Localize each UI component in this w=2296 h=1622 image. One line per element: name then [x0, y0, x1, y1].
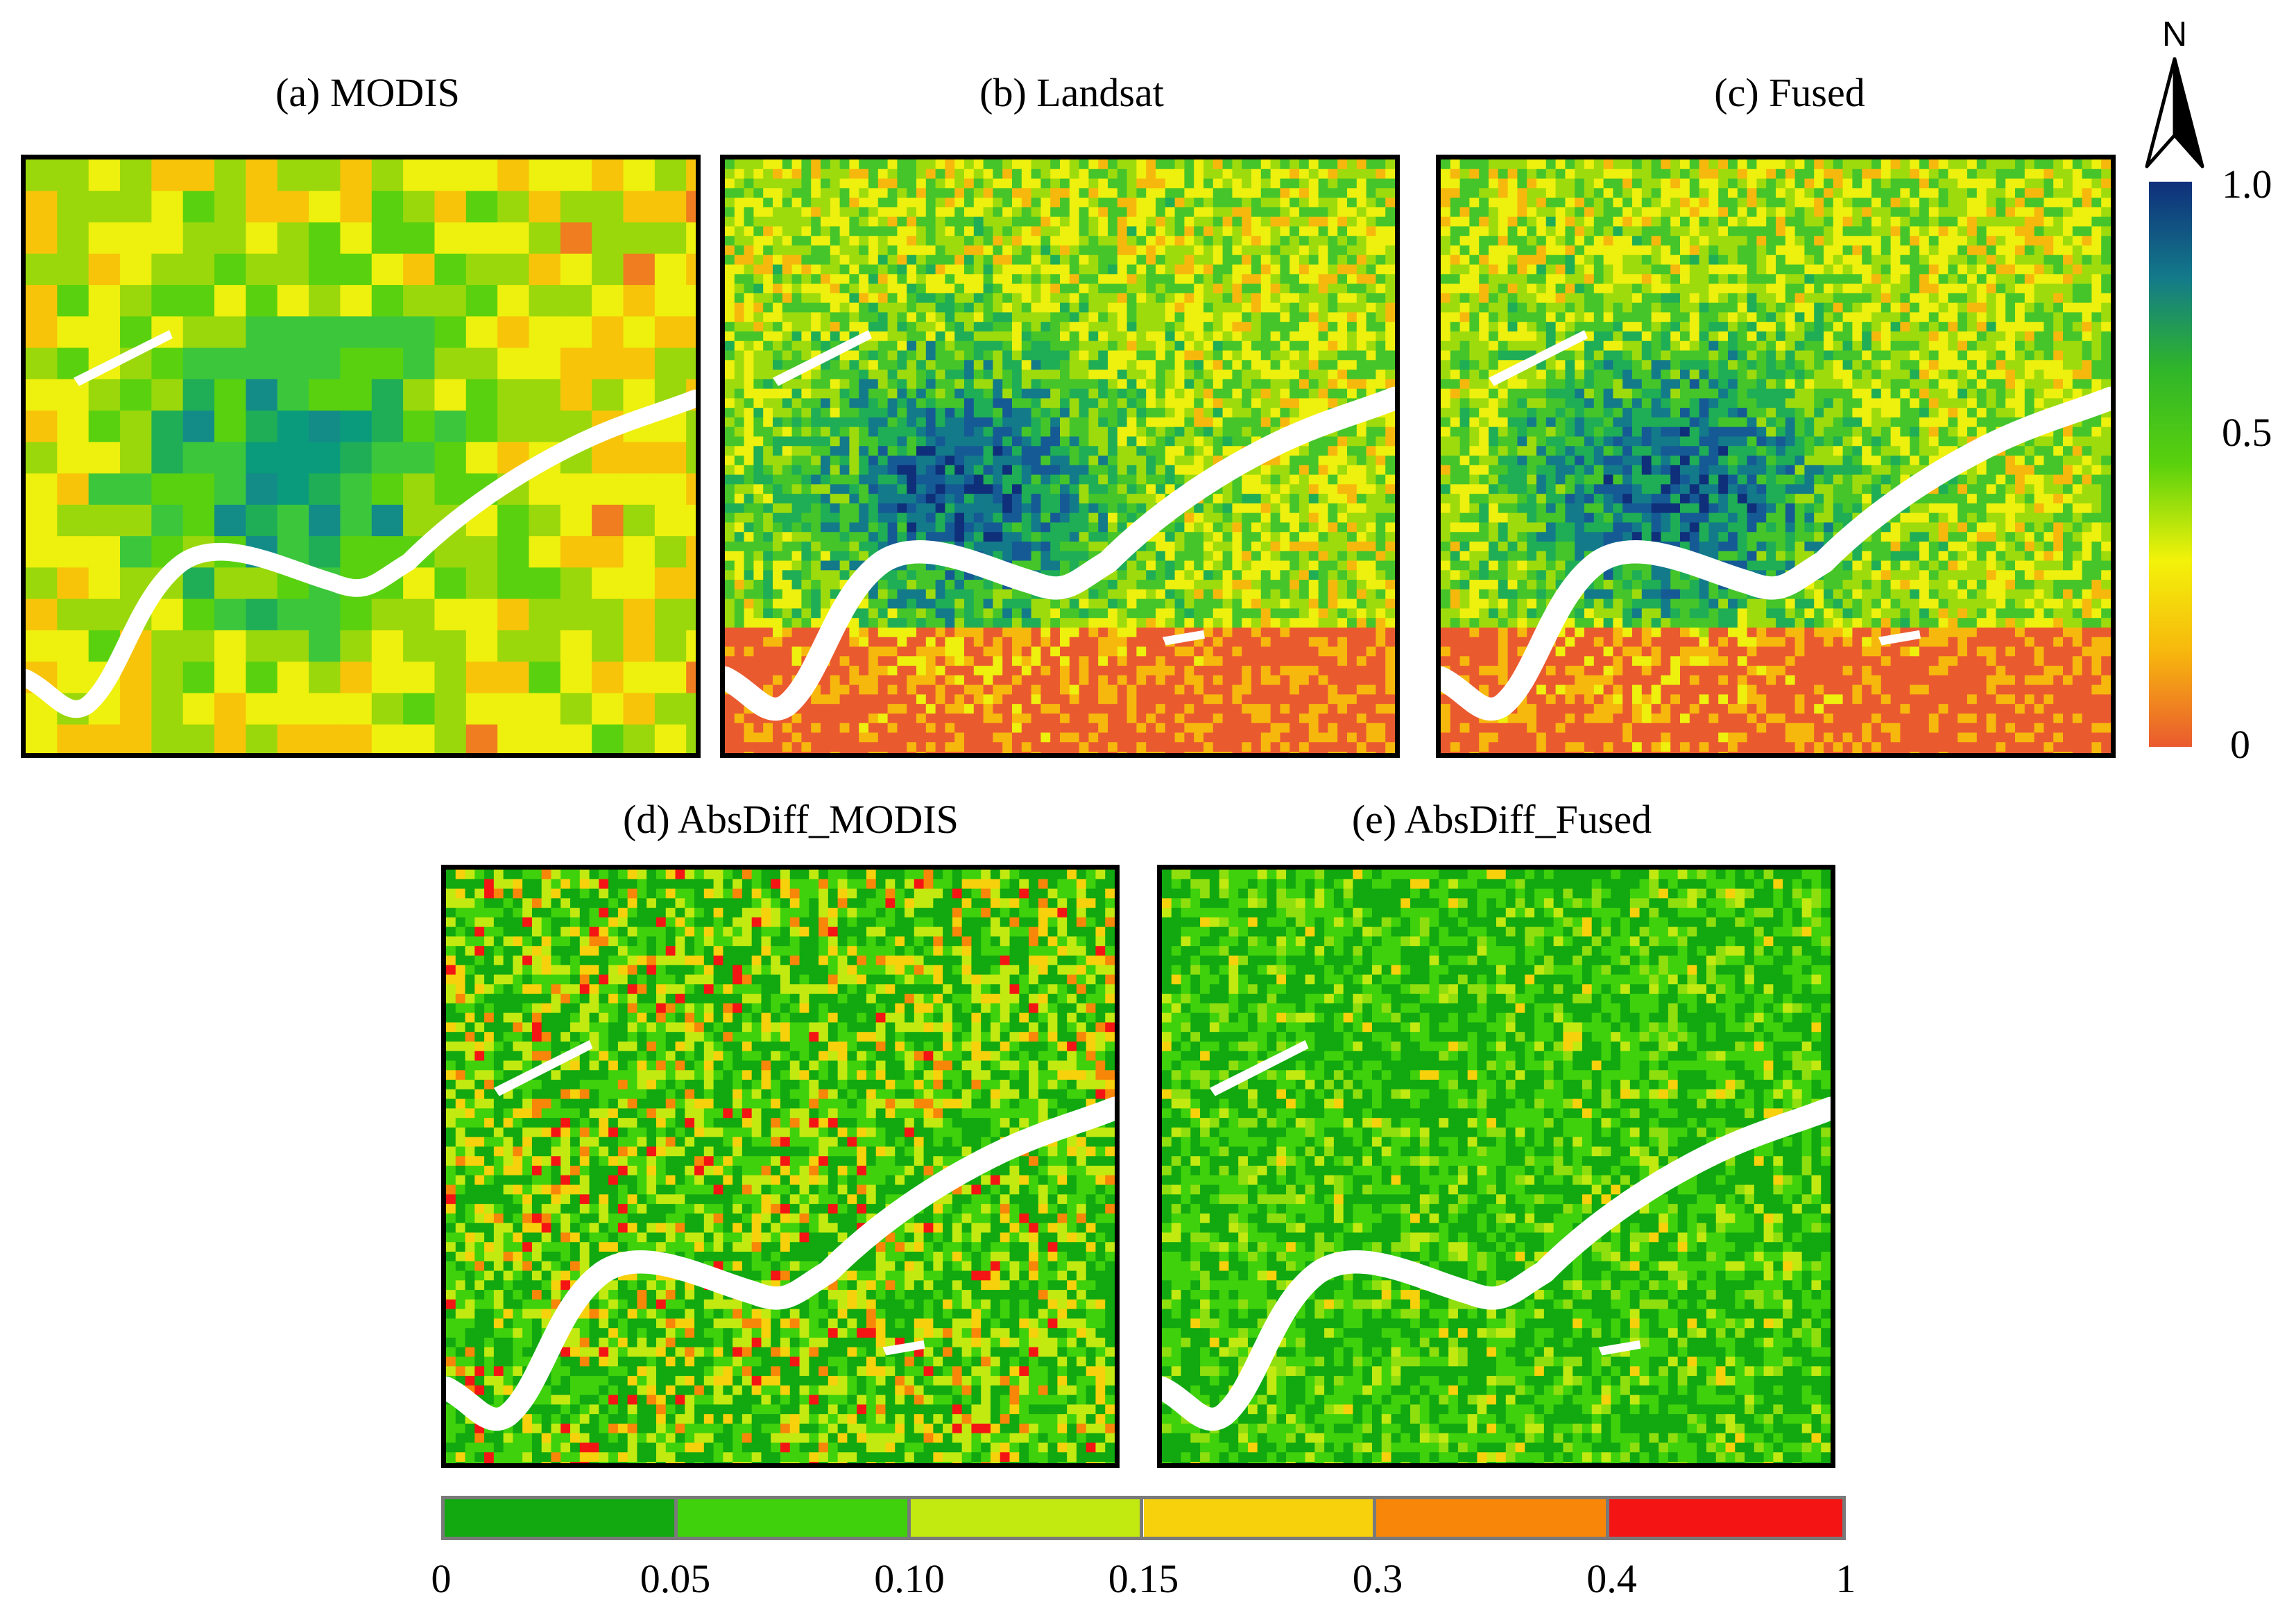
panel-e-absdiff-fused-map	[1157, 865, 1835, 1468]
panel-e-title: (e) AbsDiff_Fused	[1351, 797, 1652, 842]
panel-a-title: (a) MODIS	[275, 70, 460, 115]
river	[1441, 386, 2111, 721]
legend-tick-label: 0.10	[874, 1556, 945, 1601]
fused-raster	[1441, 159, 2111, 753]
colorbar-tick-0-5: 0.5	[2222, 410, 2272, 455]
water-patch	[773, 329, 872, 386]
north-arrow: N	[2136, 14, 2213, 169]
water-patch	[1489, 329, 1588, 386]
legend-class-5	[1376, 1499, 1610, 1537]
legend-tick-label: 0.3	[1352, 1556, 1403, 1601]
absdiff-fused-raster	[1162, 870, 1831, 1463]
water-patch	[882, 1340, 925, 1356]
legend-class-4	[1143, 1499, 1377, 1537]
panel-d-absdiff-modis-map	[441, 865, 1120, 1468]
legend-tick-label: 1	[1835, 1556, 1856, 1601]
panel-d-title: (d) AbsDiff_MODIS	[623, 797, 959, 842]
legend-tick-label: 0.05	[640, 1556, 711, 1601]
water-patch	[1878, 630, 1921, 646]
colorbar-gradient	[2149, 182, 2192, 747]
north-arrow-icon	[2145, 57, 2204, 169]
legend-class-3	[910, 1499, 1144, 1537]
legend-tick-label: 0	[431, 1556, 452, 1601]
panel-a-modis-map	[21, 155, 701, 758]
raster-cells	[26, 159, 696, 753]
water-patch	[493, 1039, 593, 1096]
water-patch	[1598, 1340, 1641, 1356]
river	[26, 389, 696, 718]
absdiff-modis-raster	[446, 870, 1115, 1463]
river	[1162, 1096, 1831, 1431]
legend-tick-label: 0.4	[1586, 1556, 1637, 1601]
water-patch	[74, 329, 173, 386]
water-patch	[1162, 630, 1205, 646]
modis-raster	[26, 159, 696, 753]
colorbar-tick-0: 0	[2230, 722, 2250, 767]
colorbar	[2149, 182, 2192, 747]
absdiff-legend-bar	[441, 1496, 1846, 1540]
legend-class-6	[1609, 1499, 1842, 1537]
panel-c-fused-map	[1436, 155, 2116, 758]
river	[725, 386, 1395, 721]
river	[446, 1096, 1115, 1431]
panel-c-title: (c) Fused	[1714, 70, 1865, 115]
water-patch	[1209, 1039, 1309, 1096]
panel-b-title: (b) Landsat	[979, 70, 1164, 115]
panel-b-landsat-map	[720, 155, 1400, 758]
colorbar-tick-1: 1.0	[2222, 162, 2272, 207]
raster-cells	[446, 870, 1115, 1463]
legend-class-2	[677, 1499, 911, 1537]
legend-tick-label: 0.15	[1108, 1556, 1179, 1601]
north-label: N	[2161, 15, 2188, 53]
legend-class-1	[445, 1499, 678, 1537]
landsat-raster	[725, 159, 1395, 753]
